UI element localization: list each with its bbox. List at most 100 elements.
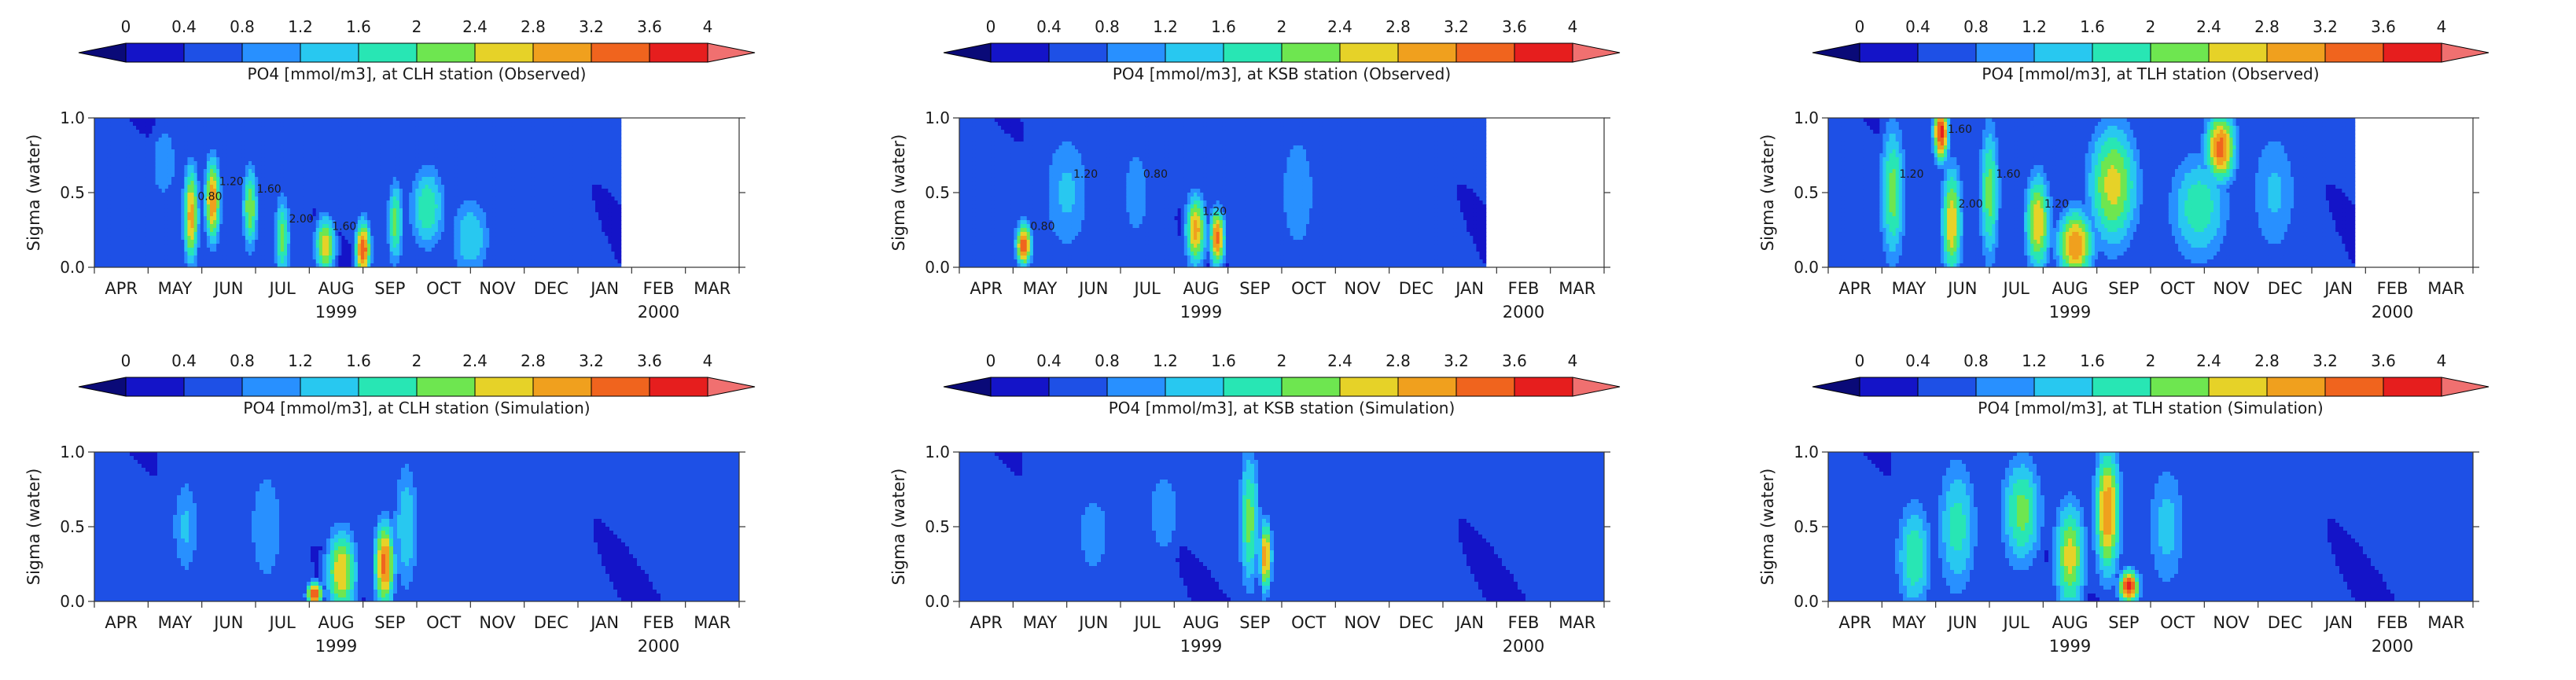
heat-cell [476,189,480,193]
heat-cell [126,193,131,197]
heat-cell [190,232,195,237]
heat-cell [235,173,240,178]
heat-cell [380,232,385,237]
heat-cell [344,228,349,233]
heat-cell [380,197,385,201]
heat-cell [145,173,150,178]
heat-cell [473,142,477,146]
heat-cell [454,224,458,229]
heat-cell [315,263,320,267]
heat-cell [469,157,474,162]
heat-cell [508,252,513,256]
heat-cell [116,185,121,189]
heat-cell [332,228,336,233]
heat-cell [348,145,352,150]
heat-cell [190,228,195,233]
heat-cell [264,259,269,264]
heat-cell [508,255,513,260]
heat-cell [377,149,381,154]
heat-cell [142,173,146,178]
heat-cell [421,232,426,237]
heat-cell [175,153,178,158]
heat-cell [171,193,175,197]
heat-cell [428,126,432,130]
heat-cell [167,181,172,186]
heat-cell [158,244,163,248]
heat-cell [280,157,285,162]
heat-cell [434,259,439,264]
heat-cell [502,259,506,264]
heat-cell [348,259,352,264]
heat-cell [255,142,259,146]
heat-cell [232,142,237,146]
heat-cell [164,263,169,267]
heat-cell [505,161,510,166]
heat-cell [210,153,214,158]
heat-cell [255,259,259,264]
heat-cell [107,142,112,146]
heat-cell [421,252,426,256]
heat-cell [483,189,487,193]
heat-cell [457,193,462,197]
heat-cell [248,197,252,201]
heat-cell [184,197,189,201]
heat-cell [469,169,474,174]
heat-cell [136,240,140,244]
heat-cell [437,212,442,217]
heat-cell [213,220,217,225]
heat-cell [428,240,432,244]
heat-cell [101,185,105,189]
heat-cell [175,236,178,241]
heat-cell [505,173,510,178]
heat-cell [399,255,403,260]
heat-cell [511,173,516,178]
heat-cell [354,157,359,162]
heat-cell [495,236,500,241]
heat-cell [200,228,204,233]
heat-cell [210,134,214,138]
heat-cell [226,248,230,252]
heat-cell [187,212,192,217]
heat-cell [476,224,480,229]
heat-cell [94,228,98,233]
heat-cell [428,232,432,237]
heat-cell [386,204,391,209]
heat-cell [171,169,175,174]
heat-cell [161,236,166,241]
heat-cell [283,185,288,189]
heat-cell [315,145,320,150]
heat-cell [306,252,311,256]
heat-cell [463,236,468,241]
heat-cell [133,200,137,205]
heat-cell [255,149,259,154]
heat-cell [258,185,262,189]
heat-cell [451,157,454,162]
heat-cell [332,255,336,260]
heat-cell [505,208,510,213]
heat-cell [309,200,314,205]
heat-cell [444,204,448,209]
heat-cell [187,240,192,244]
heat-cell [178,212,182,217]
heat-cell [421,157,426,162]
heat-cell [335,138,339,142]
heat-cell [406,122,410,127]
heat-cell [277,134,282,138]
heat-cell [145,169,150,174]
heat-cell [187,157,192,162]
heat-cell [206,169,211,174]
heat-cell [476,142,480,146]
heat-cell [444,240,448,244]
heat-cell [184,185,189,189]
heat-cell [329,204,333,209]
heat-cell [190,153,195,158]
heat-cell [309,212,314,217]
heat-cell [303,252,307,256]
heat-cell [142,181,146,186]
heat-cell [296,177,300,182]
heat-cell [367,252,371,256]
heat-cell [104,134,108,138]
heat-cell [129,149,134,154]
heat-cell [511,161,516,166]
heat-cell [142,142,146,146]
